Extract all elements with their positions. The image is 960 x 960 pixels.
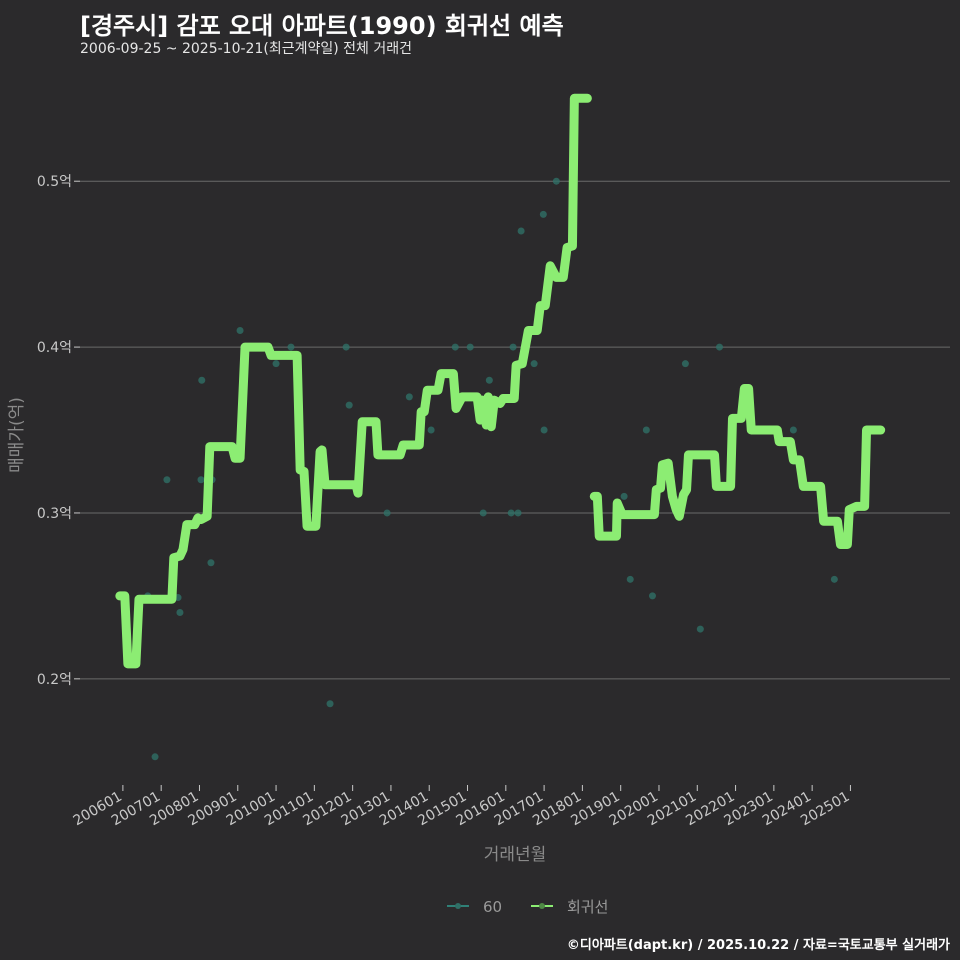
- y-tick-label: 0.4억: [37, 340, 72, 356]
- legend-label: 60: [483, 898, 502, 916]
- scatter-point: [479, 509, 487, 517]
- scatter-point: [696, 625, 704, 633]
- scatter-point: [427, 426, 435, 434]
- scatter-point: [383, 509, 391, 517]
- scatter-point: [626, 575, 634, 583]
- y-tick-label: 0.5억: [37, 174, 72, 190]
- legend-marker-scatter: [455, 903, 461, 909]
- scatter-point: [539, 210, 547, 218]
- scatter-point: [642, 426, 650, 434]
- scatter-point: [342, 343, 350, 351]
- scatter-point: [485, 376, 493, 384]
- scatter-point: [236, 326, 244, 334]
- chart-title: [경주시] 감포 오대 아파트(1990) 회귀선 예측: [80, 12, 564, 40]
- x-axis-label: 거래년월: [484, 845, 547, 865]
- legend-label: 회귀선: [567, 898, 608, 916]
- scatter-point: [466, 343, 474, 351]
- regression-line: [115, 93, 592, 669]
- scatter-point: [345, 401, 353, 409]
- scatter-point: [405, 393, 413, 401]
- scatter-point: [830, 575, 838, 583]
- scatter-point: [540, 426, 548, 434]
- scatter-point: [789, 426, 797, 434]
- regression-line: [589, 384, 886, 549]
- scatter-point: [176, 608, 184, 616]
- scatter-point: [620, 492, 628, 500]
- scatter-point: [326, 700, 334, 708]
- y-axis-label: 매매가(억): [7, 397, 27, 473]
- scatter-point: [207, 559, 215, 567]
- scatter-point: [507, 509, 515, 517]
- scatter-point: [514, 509, 522, 517]
- scatter-point: [198, 376, 206, 384]
- scatter-point: [530, 360, 538, 368]
- scatter-point: [715, 343, 723, 351]
- scatter-point: [681, 360, 689, 368]
- scatter-point: [552, 177, 560, 185]
- legend-marker-regression: [539, 903, 545, 909]
- chart-subtitle: 2006-09-25 ~ 2025-10-21(최근계약일) 전체 거래건: [80, 41, 412, 57]
- scatter-point: [509, 343, 517, 351]
- scatter-point: [151, 753, 159, 761]
- scatter-point: [451, 343, 459, 351]
- scatter-point: [197, 476, 205, 484]
- scatter-point: [163, 476, 171, 484]
- scatter-point: [517, 227, 525, 235]
- scatter-point: [287, 343, 295, 351]
- y-tick-label: 0.3억: [37, 506, 72, 522]
- scatter-point: [272, 360, 280, 368]
- scatter-point: [648, 592, 656, 600]
- y-tick-label: 0.2억: [37, 672, 72, 688]
- source-footer: ©디아파트(dapt.kr) / 2025.10.22 / 자료=국토교통부 실…: [566, 938, 950, 953]
